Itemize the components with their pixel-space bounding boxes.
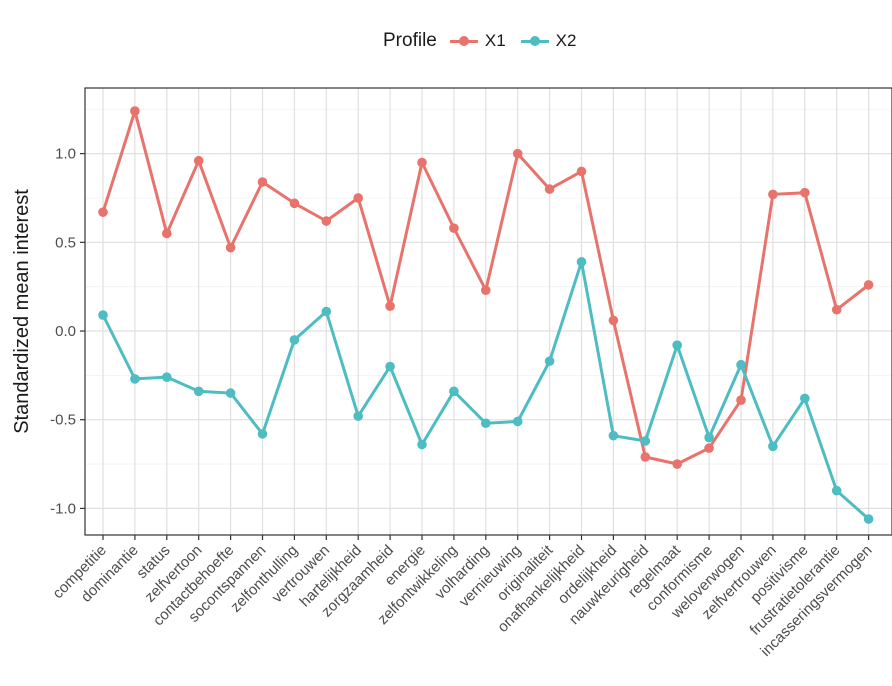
data-point-x1 xyxy=(736,395,746,405)
data-point-x1 xyxy=(704,443,714,453)
legend-key-x1 xyxy=(449,31,479,51)
data-point-x2 xyxy=(321,306,332,317)
data-point-x1 xyxy=(321,216,332,226)
data-point-x1 xyxy=(831,304,842,315)
data-point-x1 xyxy=(768,189,778,200)
data-point-x1 xyxy=(162,228,172,239)
grid-layer xyxy=(85,88,892,535)
data-point-x2 xyxy=(385,361,395,372)
data-point-x1 xyxy=(225,242,236,253)
data-point-x2 xyxy=(130,374,140,384)
data-point-x2 xyxy=(704,432,714,443)
y-tick-label: 0.5 xyxy=(55,234,76,251)
data-point-x1 xyxy=(800,187,810,198)
data-point-x2 xyxy=(576,257,587,267)
data-point-x1 xyxy=(576,166,587,177)
data-point-x1 xyxy=(193,155,204,166)
data-point-x2 xyxy=(640,436,651,446)
data-point-x1 xyxy=(449,223,459,233)
data-point-x2 xyxy=(162,372,172,382)
y-tick-label: 1.0 xyxy=(55,146,76,163)
data-point-x1 xyxy=(672,459,682,469)
y-tick-label: -1.0 xyxy=(50,500,76,517)
data-point-x2 xyxy=(768,441,778,452)
data-point-x1 xyxy=(130,106,140,116)
data-point-x2 xyxy=(608,430,619,441)
data-point-x2 xyxy=(544,356,555,366)
legend-label-x1: X1 xyxy=(484,31,506,50)
y-tick-label: 0.0 xyxy=(55,323,76,340)
data-point-x2 xyxy=(225,388,236,398)
data-point-x2 xyxy=(672,340,682,351)
data-point-x2 xyxy=(98,310,108,320)
data-point-x2 xyxy=(736,359,746,370)
data-point-x2 xyxy=(831,485,842,496)
legend: Profile X1 X2 xyxy=(383,26,590,56)
data-point-x2 xyxy=(481,418,491,429)
data-point-x2 xyxy=(449,386,459,397)
data-point-x1 xyxy=(481,285,491,296)
data-point-x1 xyxy=(544,184,555,194)
legend-title: Profile xyxy=(383,30,437,51)
data-point-x2 xyxy=(257,429,268,439)
series-layer xyxy=(98,106,874,524)
panel-border xyxy=(84,87,892,536)
legend-key-x2 xyxy=(520,31,550,51)
data-point-x1 xyxy=(417,157,427,168)
data-point-x1 xyxy=(98,207,108,217)
data-point-x2 xyxy=(512,416,523,427)
y-tick-label: -0.5 xyxy=(50,412,76,429)
data-point-x2 xyxy=(289,335,300,345)
legend-label-x2: X2 xyxy=(555,31,577,50)
data-point-x2 xyxy=(193,386,204,397)
data-point-x1 xyxy=(385,301,395,311)
data-point-x1 xyxy=(863,280,874,290)
y-axis-label: Standardized mean interest xyxy=(11,189,33,434)
data-point-x1 xyxy=(512,148,523,159)
data-point-x1 xyxy=(257,177,268,187)
data-point-x2 xyxy=(863,514,874,524)
data-point-x2 xyxy=(417,439,427,450)
data-point-x2 xyxy=(800,393,810,404)
data-point-x1 xyxy=(608,315,619,326)
data-point-x1 xyxy=(353,193,364,203)
data-point-x1 xyxy=(289,198,300,209)
panel-background xyxy=(85,88,892,535)
data-point-x1 xyxy=(640,452,651,462)
data-point-x2 xyxy=(353,411,364,421)
